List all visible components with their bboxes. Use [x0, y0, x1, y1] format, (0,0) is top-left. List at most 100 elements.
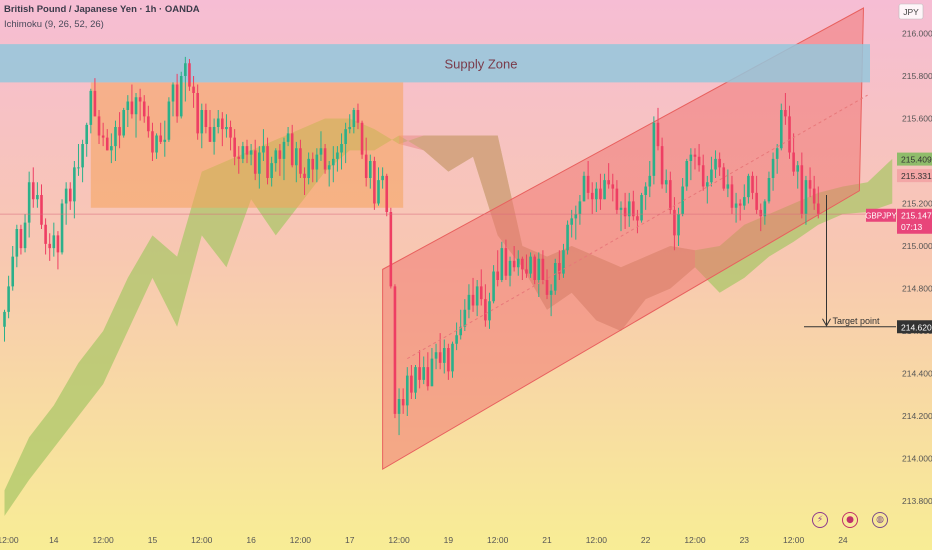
globe-icon[interactable]: ◍ — [872, 512, 888, 528]
x-tick-label: 17 — [345, 535, 355, 545]
candle-body — [714, 158, 717, 170]
y-tick-label: 215.600 — [902, 114, 932, 124]
candle-body — [393, 286, 397, 414]
candle-body — [344, 129, 347, 144]
currency-badge — [898, 3, 924, 20]
candle-body — [118, 127, 121, 136]
candle-body — [290, 133, 294, 166]
candle-body — [455, 335, 458, 344]
symbol-badge — [866, 208, 896, 222]
channel-midline — [407, 94, 868, 360]
candle-body — [763, 201, 767, 217]
candle-body — [500, 248, 504, 280]
candle-body — [101, 135, 105, 138]
candle-body — [537, 258, 541, 280]
candle-body — [299, 148, 302, 174]
candle-body — [11, 256, 15, 287]
record-icon[interactable]: ● — [842, 512, 858, 528]
candle-body — [73, 167, 76, 202]
candle-body — [27, 182, 31, 223]
candle-body — [179, 76, 183, 117]
candle-body — [373, 161, 376, 204]
x-tick-label: 12:00 — [191, 535, 213, 545]
candle-body — [693, 154, 697, 157]
x-tick-label: 12:00 — [92, 535, 114, 545]
candle-body — [701, 165, 705, 187]
candle-body — [779, 110, 783, 149]
candle-body — [122, 110, 125, 136]
candle-body — [52, 235, 56, 249]
candle-body — [562, 250, 565, 274]
candle-body — [471, 294, 475, 306]
candle-body — [603, 180, 606, 200]
candle-body — [7, 286, 10, 312]
candle-body — [784, 110, 787, 117]
candle-body — [442, 348, 446, 363]
candle-body — [405, 375, 409, 406]
candle-body — [327, 165, 331, 170]
candle-body — [377, 180, 380, 204]
candle-body — [623, 207, 627, 217]
indicator-label[interactable]: Ichimoku (9, 26, 52, 26) — [4, 19, 104, 30]
candle-body — [110, 146, 113, 151]
price-badge — [897, 320, 932, 334]
candle-body — [68, 188, 72, 202]
candle-body — [664, 180, 668, 185]
y-tick-label: 213.800 — [902, 496, 932, 506]
chart-title: British Pound / Japanese Yen · 1h · OAND… — [4, 4, 200, 15]
candle-body — [332, 158, 335, 166]
candle-body — [484, 299, 487, 321]
candle-body — [669, 180, 672, 210]
candle-body — [504, 248, 508, 276]
supply-zone-label: Supply Zone — [445, 56, 518, 71]
candle-body — [134, 97, 138, 115]
candle-body — [48, 243, 52, 249]
candle-body — [738, 203, 742, 206]
candle-body — [710, 169, 713, 183]
x-tick-label: 16 — [246, 535, 256, 545]
symbol-label: GBPJPY — [865, 211, 897, 220]
candle-body — [582, 175, 586, 202]
candle-body — [697, 156, 701, 166]
candle-body — [615, 188, 619, 210]
candle-body — [743, 197, 746, 206]
candle-body — [800, 165, 804, 215]
y-tick-label: 215.200 — [902, 199, 932, 209]
candle-body — [282, 141, 286, 159]
y-tick-label: 216.000 — [902, 29, 932, 39]
x-tick-label: 12:00 — [487, 535, 509, 545]
candle-body — [200, 110, 204, 134]
candle-body — [747, 175, 750, 198]
supply-zone — [0, 44, 870, 83]
candle-body — [60, 203, 64, 253]
candle-body — [570, 218, 573, 225]
candle-body — [516, 258, 520, 268]
x-tick-label: 12:00 — [783, 535, 805, 545]
candle-body — [640, 195, 643, 221]
candle-body — [521, 258, 524, 270]
candle-body — [660, 146, 664, 185]
candle-body — [85, 124, 88, 144]
candle-body — [360, 122, 364, 155]
candle-body — [3, 311, 6, 327]
candle-body — [352, 110, 356, 127]
x-tick-label: 12:00 — [0, 535, 19, 545]
candle-body — [15, 229, 19, 257]
candle-body — [718, 158, 721, 168]
candle-body — [323, 148, 327, 170]
target-label: Target point — [833, 316, 881, 326]
candle-body — [681, 186, 684, 215]
y-tick-label: 215.000 — [902, 241, 932, 251]
candle-body — [381, 175, 384, 181]
candle-body — [171, 84, 175, 102]
candle-body — [270, 163, 273, 178]
ichimoku-cloud — [4, 118, 893, 516]
candle-body — [541, 258, 545, 280]
candle-body — [89, 90, 93, 125]
price-badge — [897, 152, 932, 166]
candle-body — [44, 224, 47, 244]
lightning-icon[interactable]: ⚡ — [812, 512, 828, 528]
x-tick-label: 21 — [542, 535, 552, 545]
